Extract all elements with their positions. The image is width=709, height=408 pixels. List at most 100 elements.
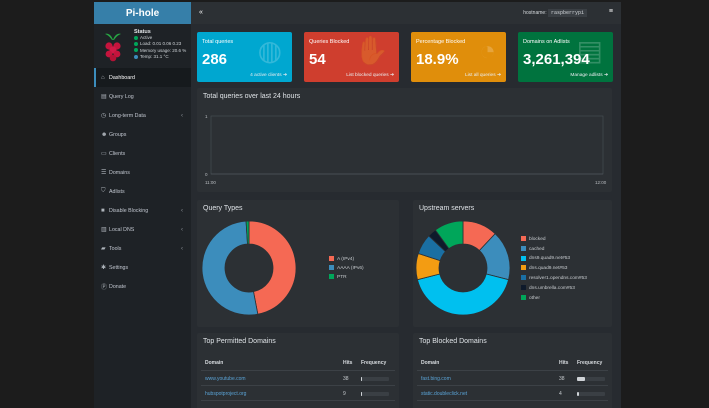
stat-value: 286 [202, 51, 228, 68]
menu-icon[interactable]: ≡ [608, 8, 613, 15]
sidebar-item-adlists[interactable]: ⛉ Adlists [94, 182, 191, 201]
stop-icon: ■ [101, 207, 105, 214]
pie-slice-other[interactable] [434, 220, 464, 250]
query-types-donut [201, 220, 297, 316]
stat-link[interactable]: List blocked queries ➜ [346, 73, 394, 78]
domain-link[interactable]: www.youtube.com [205, 376, 246, 382]
pie-slice-aaaa-ipv6-[interactable] [201, 220, 259, 316]
sidebar-item-label: Settings [109, 264, 129, 271]
domain-link[interactable]: fast.bing.com [421, 376, 451, 382]
legend-item[interactable]: cached [521, 245, 544, 252]
legend-item[interactable]: resolver1.opendns.com#53 [521, 275, 587, 281]
row-divider [201, 385, 395, 386]
legend-label: A (IPv4) [337, 256, 355, 262]
sidebar-item-groups[interactable]: ☻ Groups [94, 125, 191, 144]
legend-label: other [529, 295, 540, 301]
sidebar-item-domains[interactable]: ☰ Domains [94, 163, 191, 182]
column-header-frequency[interactable]: Frequency [361, 360, 387, 366]
hostname-value: raspberrypi [547, 9, 587, 17]
stat-box-queries-blocked: ✋ Queries Blocked 54 List blocked queries ➜ [304, 32, 399, 82]
sidebar-item-local-dns[interactable]: ▥ Local DNS ‹ [94, 220, 191, 239]
sidebar-item-long-term-data[interactable]: ◷ Long-term Data ‹ [94, 106, 191, 125]
sidebar-item-settings[interactable]: ✱ Settings [94, 258, 191, 277]
stat-label: Total queries [202, 39, 234, 45]
sidebar-item-tools[interactable]: ▰ Tools ‹ [94, 239, 191, 258]
legend-item[interactable]: AAAA (IPv6) [329, 265, 364, 271]
frequency-fill [577, 377, 586, 381]
memory-dot-icon [134, 48, 138, 53]
row-divider [417, 400, 608, 401]
hits-count: 9 [343, 391, 346, 397]
arrow-circle-right-icon: ➜ [603, 73, 608, 78]
top-blocked-panel: Top Blocked Domains Domain Hits Frequency f… [413, 333, 612, 408]
folder-icon: ▰ [101, 246, 106, 252]
chevron-left-icon: ‹ [181, 245, 183, 252]
frequency-bar [577, 377, 605, 381]
sidebar-item-label: Disable Blocking [109, 207, 149, 214]
frequency-bar [361, 377, 389, 381]
column-header-frequency[interactable]: Frequency [577, 360, 603, 366]
legend-swatch [521, 265, 526, 271]
pie-slice-a-ipv4-[interactable] [248, 220, 297, 315]
arrow-circle-right-icon: ➜ [496, 73, 501, 78]
x-tick-start: 11:00 [205, 180, 216, 185]
legend-item[interactable]: other [521, 294, 540, 301]
top-permitted-title: Top Permitted Domains [203, 338, 276, 345]
legend-item[interactable]: blocked [521, 236, 546, 242]
sidebar-item-label: Donate [109, 283, 127, 290]
queries-over-time-chart: 1 0 11:00 12:00 [205, 114, 607, 185]
domain-link[interactable]: static.doubleclick.net [421, 391, 468, 397]
stat-link[interactable]: List all queries ➜ [465, 73, 501, 78]
stat-label: Domains on Adlists [523, 39, 570, 45]
frequency-fill [577, 392, 579, 396]
stat-box-total-queries: ◍ Total queries 286 4 active clients ➜ [197, 32, 292, 82]
pie-chart-icon: ◔ [479, 35, 496, 66]
sidebar-item-query-log[interactable]: ▤ Query Log [94, 87, 191, 106]
legend-swatch [521, 245, 526, 251]
column-header-domain[interactable]: Domain [205, 360, 224, 366]
legend-item[interactable]: dns9.quad9.net#53 [521, 255, 571, 262]
legend-swatch [329, 274, 334, 279]
pie-slice-ptr[interactable] [245, 220, 250, 245]
sidebar-item-clients[interactable]: ▭ Clients [94, 144, 191, 163]
gear-icon: ✱ [101, 265, 107, 271]
stat-value: 18.9% [416, 51, 459, 68]
upstream-servers-donut [415, 220, 511, 316]
column-header-domain[interactable]: Domain [421, 360, 440, 366]
domain-link[interactable]: hubspotproject.org [205, 391, 247, 397]
sidebar-toggle-icon[interactable]: « [199, 9, 203, 16]
stat-label: Percentage Blocked [416, 39, 466, 45]
list-alt-icon: ▤ [576, 35, 603, 66]
legend-item[interactable]: A (IPv4) [329, 256, 354, 262]
sidebar-item-label: Adlists [109, 188, 125, 195]
legend-label: dns9.quad9.net#53 [529, 256, 571, 262]
legend-item[interactable]: PTR [329, 274, 347, 280]
stat-link[interactable]: Manage adlists ➜ [570, 73, 608, 78]
legend-item[interactable]: dns.umbrella.com#53 [521, 285, 575, 291]
chevron-left-icon: ‹ [181, 207, 183, 214]
query-types-panel: Query Types A (IPv4) AAAA (IPv6) PTR [197, 200, 399, 327]
stat-link[interactable]: 4 active clients ➜ [250, 73, 287, 78]
sidebar-item-dashboard[interactable]: ⌂ Dashboard [94, 68, 191, 87]
column-header-hits[interactable]: Hits [559, 360, 569, 366]
sidebar-item-label: Local DNS [109, 226, 135, 233]
column-header-hits[interactable]: Hits [343, 360, 353, 366]
stat-link-label: List all queries [464, 73, 496, 78]
sidebar-item-label: Clients [109, 150, 126, 157]
status-active: Active [134, 35, 186, 41]
pie-slice-dns9-quad9-net-53[interactable] [416, 273, 510, 316]
legend-item[interactable]: dns.quad9.net#53 [521, 265, 567, 271]
address-book-icon: ▥ [101, 227, 107, 233]
status-memory-label: Memory usage: 20.6 % [140, 47, 187, 53]
brand-logo[interactable]: Pi-hole [94, 2, 191, 24]
arrow-circle-right-icon: ➜ [282, 73, 287, 78]
status-load-label: Load: 0.01 0.06 0.23 [140, 41, 182, 47]
legend-label: PTR [337, 274, 347, 280]
frequency-fill [361, 377, 363, 381]
upstream-servers-title: Upstream servers [419, 205, 475, 212]
main-content: ◍ Total queries 286 4 active clients ➜ ✋ Quer… [191, 24, 621, 408]
sidebar-item-disable-blocking[interactable]: ■ Disable Blocking ‹ [94, 201, 191, 220]
stat-box-percentage-blocked: ◔ Percentage Blocked 18.9% List all queries… [411, 32, 506, 82]
arrow-circle-right-icon: ➜ [389, 73, 394, 78]
sidebar-item-donate[interactable]: Ⓟ Donate [94, 277, 191, 296]
